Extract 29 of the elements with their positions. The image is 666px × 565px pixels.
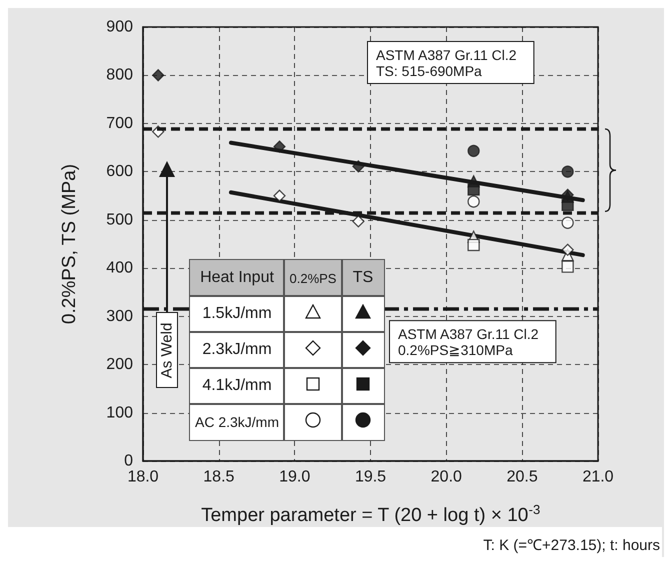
y-tick-label: 900 bbox=[106, 18, 134, 36]
x-tick-label: 19.5 bbox=[354, 468, 386, 486]
legend-label: AC 2.3kJ/mm bbox=[190, 404, 284, 440]
legend-label: 2.3kJ/mm bbox=[190, 332, 284, 368]
x-tick-label: 18.0 bbox=[127, 468, 159, 486]
legend-label: 4.1kJ/mm bbox=[190, 368, 284, 404]
legend-label: 1.5kJ/mm bbox=[190, 296, 284, 332]
y-tick-label: 100 bbox=[106, 404, 134, 422]
x-tick-label: 19.0 bbox=[279, 468, 310, 486]
y-tick-label: 400 bbox=[106, 260, 134, 277]
annotation: As Weld bbox=[158, 322, 176, 378]
x-tick-label: 20.5 bbox=[506, 468, 538, 486]
y-axis-title: 0.2%PS, TS (MPa) bbox=[59, 164, 80, 324]
y-tick-label: 300 bbox=[106, 308, 134, 325]
y-tick-label: 500 bbox=[106, 211, 134, 228]
annotation: ASTM A387 Gr.11 Cl.2 TS: 515-690MPa bbox=[376, 47, 517, 79]
y-tick-label: 200 bbox=[106, 356, 134, 374]
annotation: TS bbox=[342, 260, 384, 296]
x-tick-label: 18.5 bbox=[203, 468, 235, 486]
x-tick-label: 21.0 bbox=[582, 468, 614, 486]
y-tick-label: 0 bbox=[124, 452, 134, 470]
text: T: K (=℃+273.15); t: hours bbox=[483, 537, 660, 554]
x-tick-label: 20.0 bbox=[430, 468, 462, 486]
ref-line-label: ASTM A387 Gr.11 Cl.2 0.2%PS≧310MPa bbox=[398, 326, 539, 358]
annotation: 0.2%PS bbox=[284, 260, 342, 296]
y-tick-label: 600 bbox=[106, 163, 134, 180]
y-tick-label: 700 bbox=[106, 114, 134, 132]
legend-title: Heat Input bbox=[190, 260, 284, 296]
y-tick-label: 800 bbox=[106, 66, 134, 84]
